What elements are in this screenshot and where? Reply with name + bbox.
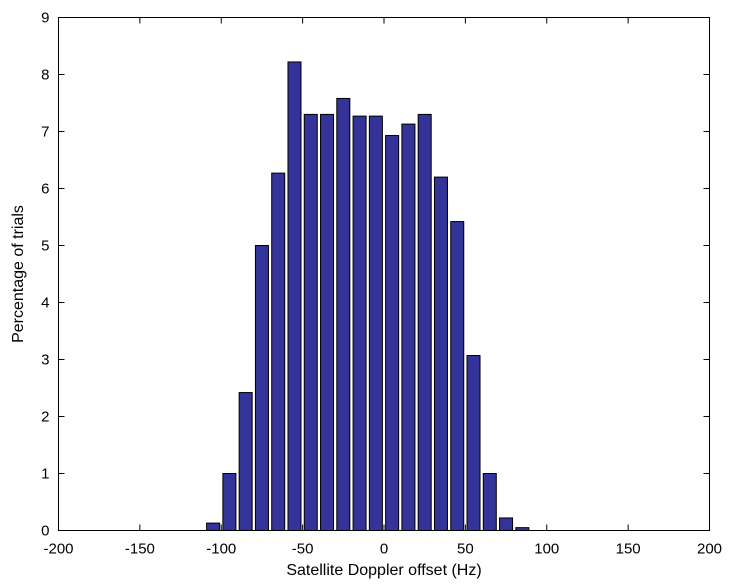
x-tick-label: 150 [616, 541, 641, 558]
y-tick-label: 3 [41, 352, 49, 369]
bar [385, 134, 400, 532]
bars-group [206, 61, 530, 532]
bar [271, 172, 286, 532]
x-tick-label: 0 [380, 541, 388, 558]
bar [482, 473, 497, 531]
ticks-group: -200 -150 -100 -50 0 50 100 150 200 0 1 2 3 4 5 6 7 8 9 [41, 10, 722, 558]
x-tick-label: -150 [125, 541, 155, 558]
x-tick-label: 200 [697, 541, 722, 558]
bar [417, 113, 432, 532]
y-tick-label: 7 [41, 124, 49, 141]
bar [466, 355, 481, 532]
x-tick-label: 50 [457, 541, 474, 558]
y-tick-label: 5 [41, 238, 49, 255]
y-tick-label: 0 [41, 523, 49, 540]
bar [222, 473, 237, 531]
y-tick-label: 4 [41, 295, 49, 312]
bar [368, 115, 383, 532]
x-tick-label: -100 [206, 541, 236, 558]
bar [401, 123, 416, 531]
x-tick-label: -200 [43, 541, 73, 558]
bar [499, 517, 514, 532]
bar [320, 113, 335, 532]
bar [287, 61, 302, 532]
bar [433, 176, 448, 531]
bar [336, 97, 351, 531]
bar [303, 113, 318, 532]
x-tick-label: 100 [534, 541, 559, 558]
y-tick-label: 9 [41, 10, 49, 27]
y-axis-label: Percentage of trials [10, 205, 27, 343]
y-tick-label: 8 [41, 67, 49, 84]
y-tick-label: 6 [41, 181, 49, 198]
bar [450, 221, 465, 531]
plot-frame [58, 17, 710, 531]
bar [238, 392, 253, 531]
y-tick-label: 1 [41, 466, 49, 483]
bar [254, 245, 269, 531]
y-tick-label: 2 [41, 409, 49, 426]
x-axis-label: Satellite Doppler offset (Hz) [286, 562, 481, 579]
bar [206, 522, 221, 532]
bar [352, 115, 367, 532]
x-tick-label: -50 [292, 541, 314, 558]
